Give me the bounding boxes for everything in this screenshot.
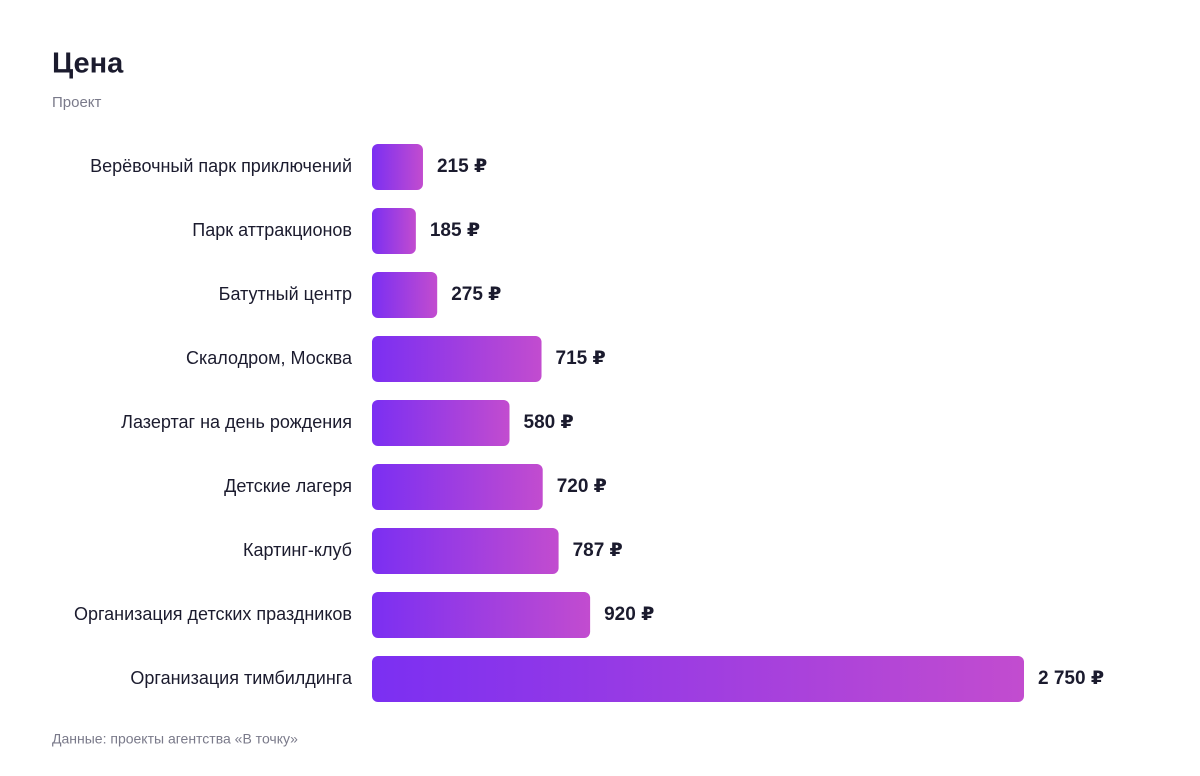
value-label: 580 ₽ [524, 412, 574, 433]
value-label: 787 ₽ [573, 540, 623, 561]
chart-subtitle: Проект [52, 94, 102, 111]
source-note: Данные: проекты агентства «В точку» [52, 731, 298, 747]
bar [372, 336, 542, 382]
bar [372, 592, 591, 638]
bar [372, 208, 416, 254]
bar [372, 272, 438, 318]
category-label: Картинг-клуб [243, 540, 352, 560]
value-label: 715 ₽ [556, 348, 606, 369]
category-label: Организация тимбилдинга [130, 668, 353, 688]
value-label: 920 ₽ [604, 604, 654, 625]
category-label: Верёвочный парк приключений [90, 156, 352, 176]
category-label: Батутный центр [219, 284, 352, 304]
category-label: Парк аттракционов [192, 220, 352, 240]
value-label: 215 ₽ [437, 156, 487, 177]
value-label: 275 ₽ [451, 284, 501, 305]
bar [372, 144, 423, 190]
category-label: Организация детских праздников [74, 604, 352, 624]
bar [372, 656, 1024, 702]
category-label: Лазертаг на день рождения [121, 412, 352, 432]
chart-title: Цена [52, 48, 124, 80]
bar [372, 400, 510, 446]
category-label: Скалодром, Москва [186, 348, 353, 368]
value-label: 720 ₽ [557, 476, 607, 497]
value-label: 2 750 ₽ [1038, 668, 1104, 689]
bar [372, 528, 559, 574]
category-label: Детские лагеря [224, 476, 352, 496]
bar [372, 464, 543, 510]
value-label: 185 ₽ [430, 220, 480, 241]
